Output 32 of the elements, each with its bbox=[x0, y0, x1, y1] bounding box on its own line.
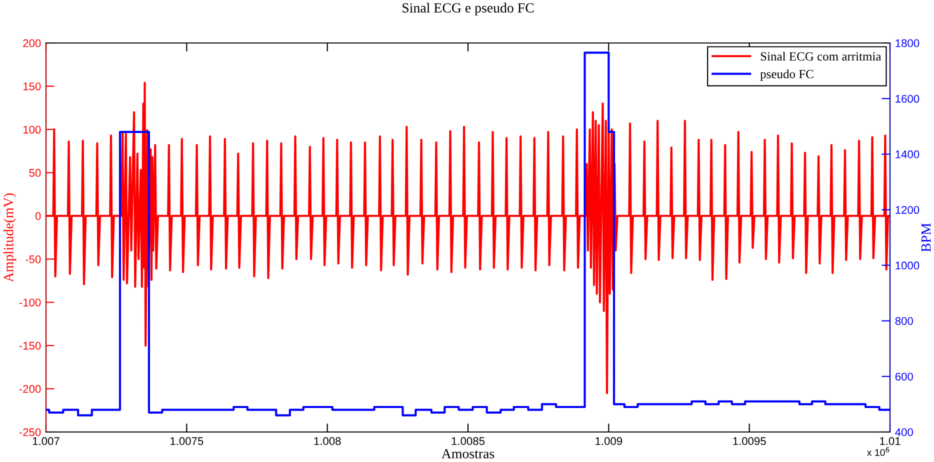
y-tick-label: -150 bbox=[19, 342, 41, 350]
y2-tick-label: 1200 bbox=[896, 206, 920, 214]
x-tick-label: 1.009 bbox=[596, 437, 622, 446]
y-tick-label: 200 bbox=[23, 39, 41, 48]
y2-tick-label: 600 bbox=[895, 372, 913, 381]
y2-axis-title: BPM bbox=[922, 223, 931, 252]
y-tick-label: -50 bbox=[26, 255, 41, 264]
x-tick-label: 1.0085 bbox=[452, 437, 485, 446]
x-tick-label: 1.01 bbox=[880, 437, 900, 446]
legend-label: pseudo FC bbox=[760, 69, 814, 81]
x-tick-label: 1.008 bbox=[314, 437, 341, 446]
text: x 10$^{6}$ bbox=[866, 447, 890, 456]
y-tick-label: -100 bbox=[19, 298, 41, 306]
y2-tick-label: 800 bbox=[895, 317, 913, 325]
x-tick-label: 1.0075 bbox=[170, 437, 204, 446]
y2-tick-label: 400 bbox=[895, 428, 913, 436]
y2-tick-label: 1400 bbox=[896, 150, 920, 158]
y-axis-title: Amplitude(mV) bbox=[4, 193, 16, 282]
y2-tick-label: 1600 bbox=[896, 94, 920, 103]
y-tick-label: 50 bbox=[29, 168, 41, 177]
y-tick-label: 100 bbox=[23, 126, 41, 134]
y-tick-label: 0 bbox=[35, 212, 41, 220]
legend-label: Sinal ECG com arritmia bbox=[760, 52, 882, 61]
x-tick-label: 1.007 bbox=[32, 437, 60, 446]
y-tick-label: -200 bbox=[19, 385, 41, 393]
y2-tick-label: 1000 bbox=[896, 262, 920, 270]
chart-title: Sinal ECG e pseudo FC bbox=[402, 2, 534, 16]
x-tick-label: 1.0095 bbox=[733, 437, 766, 446]
y-tick-label: 150 bbox=[23, 82, 41, 90]
y2-tick-label: 1800 bbox=[896, 39, 920, 48]
x-axis-title: Amostras bbox=[442, 449, 494, 458]
y-tick-label: -250 bbox=[19, 428, 41, 436]
